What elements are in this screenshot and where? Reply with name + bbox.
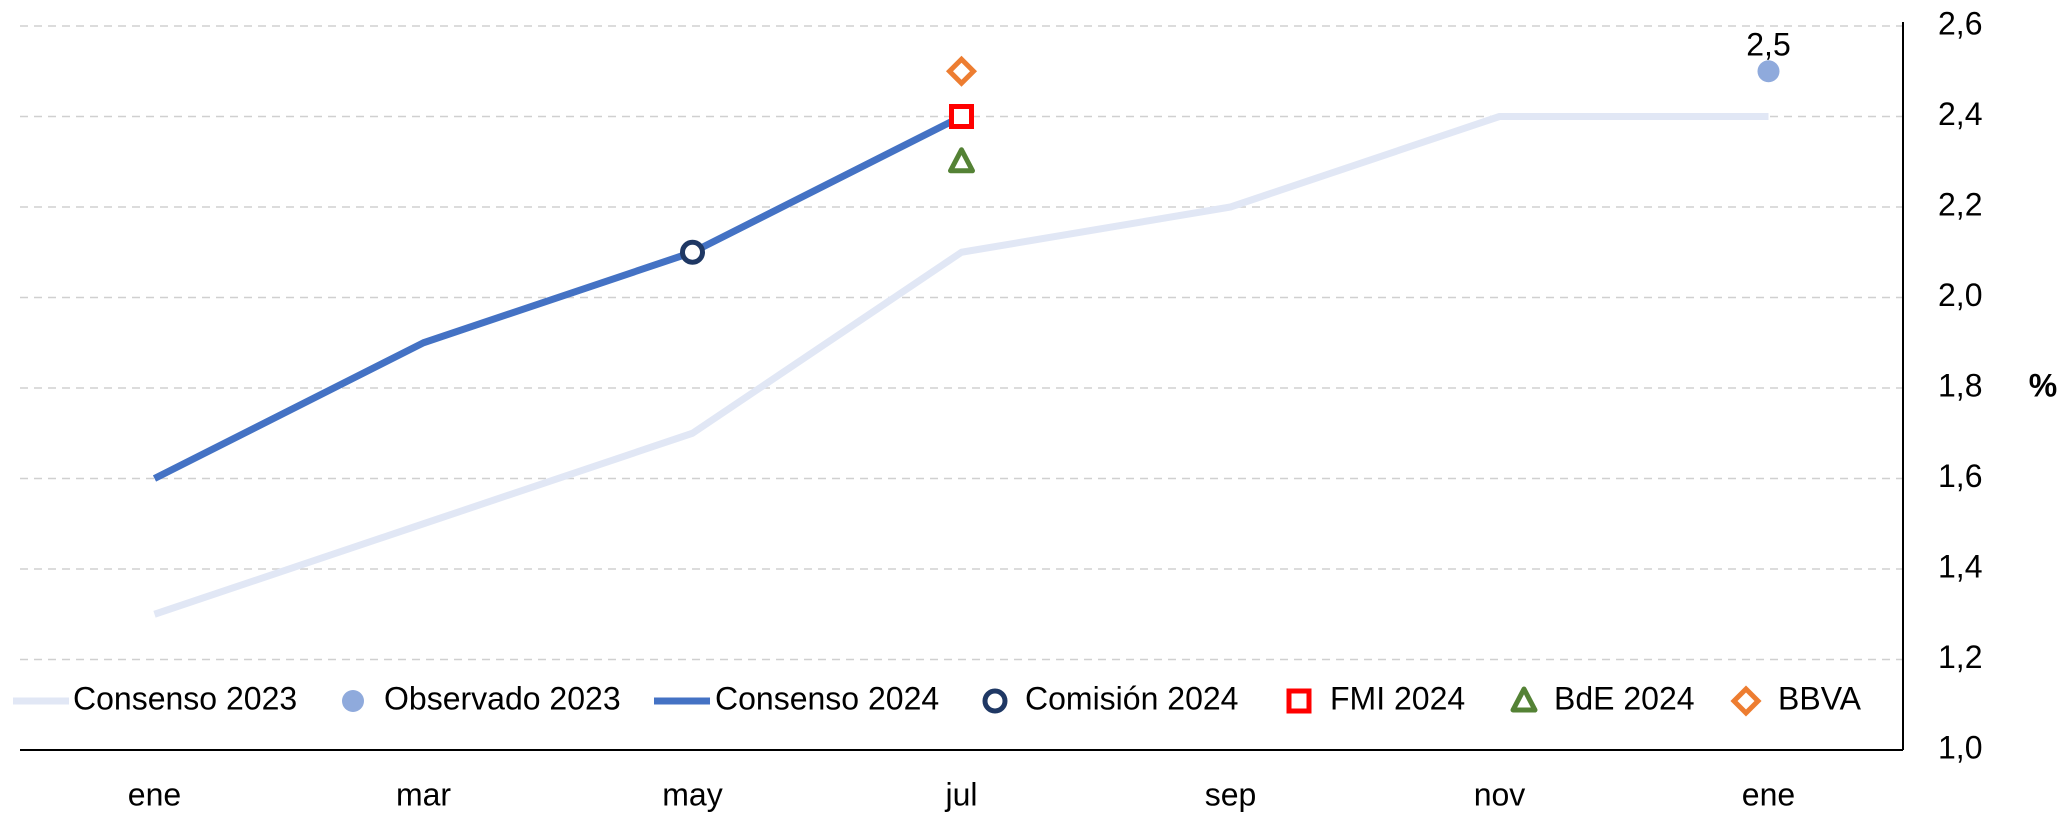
y-tick-label: 1,2: [1938, 639, 1982, 675]
point: [948, 147, 975, 174]
point: [949, 104, 974, 129]
y-tick-label: 1,4: [1938, 548, 1982, 584]
y-tick-label: 2,0: [1938, 277, 1982, 313]
y-axis-label: %: [2029, 367, 2057, 403]
legend-label: BBVA: [1778, 680, 1862, 716]
y-tick-label: 1,8: [1938, 367, 1982, 403]
x-tick-label: sep: [1205, 776, 1257, 812]
legend-marker: [1510, 686, 1538, 713]
y-tick-label: 1,0: [1938, 729, 1982, 765]
line: [152, 113, 964, 482]
point: [945, 55, 978, 87]
legend-marker: [342, 690, 364, 712]
x-tick-label: may: [662, 776, 722, 812]
x-tick-label: nov: [1474, 776, 1526, 812]
point: [680, 239, 705, 265]
data-label: 2,5: [1746, 27, 1790, 63]
legend-label: Observado 2023: [384, 680, 621, 716]
x-tick-label: ene: [128, 776, 181, 812]
legend-label: BdE 2024: [1554, 680, 1695, 716]
y-tick-label: 2,2: [1938, 186, 1982, 222]
legend-label: Comisión 2024: [1025, 680, 1238, 716]
y-tick-label: 2,6: [1938, 5, 1982, 41]
y-tick-label: 2,4: [1938, 96, 1982, 132]
x-tick-label: mar: [396, 776, 451, 812]
y-tick-label: 1,6: [1938, 458, 1982, 494]
legend-marker: [1286, 688, 1312, 714]
x-tick-label: ene: [1742, 776, 1795, 812]
legend-label: Consenso 2024: [715, 680, 939, 716]
legend-marker: [1730, 685, 1762, 717]
legend-label: FMI 2024: [1330, 680, 1465, 716]
line: [153, 113, 1769, 618]
legend-marker: [982, 688, 1008, 714]
x-tick-label: jul: [944, 776, 977, 812]
legend-label: Consenso 2023: [73, 680, 297, 716]
point: [1757, 60, 1780, 83]
